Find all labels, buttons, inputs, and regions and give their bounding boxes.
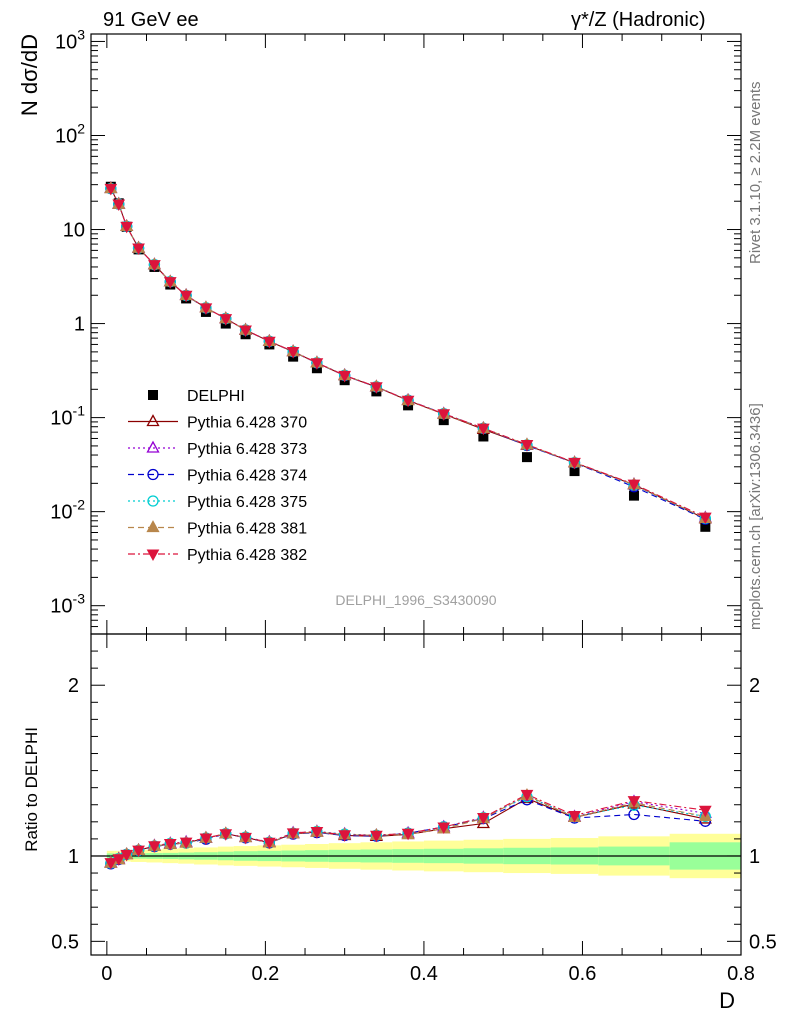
- mc-point: [401, 395, 415, 408]
- mc-point: [627, 479, 641, 492]
- mc-point: [148, 260, 161, 272]
- ratio-point: [370, 830, 383, 843]
- x-tick-label: 0: [101, 963, 112, 985]
- mc-point: [239, 325, 252, 338]
- legend-marker: [146, 414, 160, 427]
- legend-marker: [147, 468, 159, 481]
- mc-point: [163, 277, 177, 289]
- x-tick-label: 0.6: [569, 963, 597, 985]
- ratio-point: [568, 811, 581, 823]
- legend-label: Pythia 6.428 374: [187, 468, 307, 485]
- y-tick-label: 10: [63, 220, 85, 242]
- data-point: [628, 490, 639, 501]
- mc-point: [120, 221, 134, 234]
- legend-label: Pythia 6.428 375: [187, 494, 307, 511]
- ratio-point: [132, 845, 145, 858]
- ratio-y-tick-label-right: 1: [749, 846, 760, 868]
- y-tick-label: 103: [55, 26, 85, 53]
- mc-point: [370, 382, 383, 394]
- x-tick-label: 0.2: [251, 963, 279, 985]
- legend-label: Pythia 6.428 370: [187, 415, 307, 432]
- ratio-point: [627, 796, 641, 808]
- legend-marker: [147, 495, 159, 507]
- mc-point: [437, 409, 451, 421]
- legend: DELPHI Pythia 6.428 370 Pythia 6.428 373 Py…: [128, 388, 307, 564]
- data-point: [569, 466, 580, 477]
- mc-point: [179, 290, 193, 303]
- ratio-point: [104, 858, 118, 870]
- mc-point: [263, 336, 276, 349]
- series-lines: [110, 188, 706, 865]
- ratio-point: [163, 839, 177, 851]
- mc-point: [568, 457, 581, 470]
- x-tick-label: 0.8: [727, 963, 755, 985]
- ratio-point: [148, 841, 161, 853]
- mc-point: [286, 346, 300, 359]
- x-tick-label: 0.4: [410, 963, 438, 985]
- legend-marker: [148, 390, 158, 400]
- ratio-point: [698, 805, 712, 818]
- y-tick-label: 102: [55, 120, 85, 147]
- mc-point: [132, 243, 145, 256]
- legend-label: Pythia 6.428 381: [187, 521, 307, 538]
- analysis-watermark: DELPHI_1996_S3430090: [335, 592, 496, 608]
- ratio-point: [477, 813, 490, 825]
- y-axis-label: N dσ/dD: [17, 34, 42, 116]
- legend-marker: [146, 549, 160, 562]
- chart-title-left: 91 GeV ee: [103, 9, 199, 31]
- ratio-point: [520, 789, 534, 802]
- ratio-y-tick-label-right: 0.5: [749, 931, 777, 953]
- mc-point: [104, 183, 118, 196]
- data-point: [521, 452, 532, 463]
- legend-marker: [146, 440, 160, 453]
- ratio-axis-label: Ratio to DELPHI: [22, 727, 41, 852]
- y-tick-label: 10-3: [50, 591, 85, 618]
- x-axis-label: D: [719, 988, 735, 1013]
- mc-point: [338, 370, 352, 383]
- mc-point: [520, 440, 534, 452]
- legend-label: DELPHI: [187, 388, 245, 405]
- legend-marker: [146, 520, 160, 533]
- ratio-y-tick-label-right: 2: [749, 675, 760, 697]
- y-tick-label: 1: [74, 314, 85, 336]
- ratio-point: [112, 854, 126, 866]
- ratio-point: [179, 837, 193, 850]
- mc-point: [477, 423, 490, 436]
- data-point: [700, 521, 711, 532]
- ratio-y-tick-label: 1: [68, 846, 79, 868]
- y-tick-label: 10-2: [50, 497, 85, 524]
- mc-point: [698, 512, 712, 525]
- ratio-y-tick-label: 0.5: [51, 931, 79, 953]
- y-tick-label: 10-1: [50, 403, 85, 430]
- data-markers: [104, 181, 712, 870]
- legend-label: Pythia 6.428 373: [187, 441, 307, 458]
- ratio-point: [219, 829, 233, 841]
- main-series-line: [110, 188, 706, 518]
- mc-point: [310, 358, 324, 370]
- ratio-frame: [90, 633, 742, 956]
- ratio-point: [401, 828, 415, 841]
- ratio-series-line: [110, 799, 706, 865]
- mc-point: [199, 303, 213, 315]
- ratio-point: [263, 837, 276, 850]
- ratio-point: [286, 828, 300, 840]
- mc-point: [219, 314, 233, 326]
- data-point: [478, 431, 489, 442]
- main-frame: [90, 33, 742, 635]
- ratio-point: [628, 808, 640, 821]
- ratio-point: [310, 827, 324, 839]
- ratio-y-tick-label: 2: [68, 675, 79, 697]
- chart-title-right: γ*/Z (Hadronic): [571, 9, 706, 31]
- ratio-point: [239, 832, 252, 845]
- ratio-point: [199, 833, 213, 846]
- legend-label: Pythia 6.428 382: [187, 547, 307, 564]
- ratio-point: [437, 822, 451, 834]
- ratio-point: [120, 849, 134, 862]
- ratio-point: [338, 830, 352, 842]
- axes: [90, 33, 742, 956]
- ratio-series-line: [110, 793, 706, 864]
- mc-point: [112, 199, 126, 212]
